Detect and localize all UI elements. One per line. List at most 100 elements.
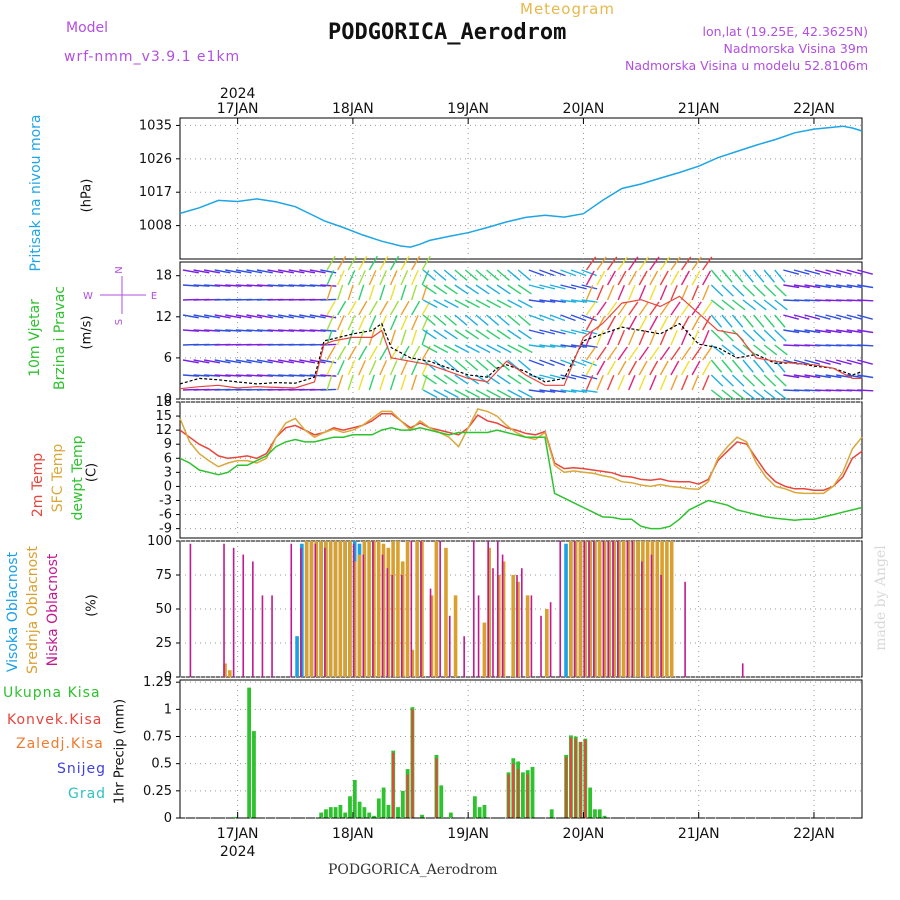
wind-barb xyxy=(204,329,221,332)
wind-barb xyxy=(422,314,436,326)
wind-barb xyxy=(454,389,470,399)
wind-barb xyxy=(659,284,668,301)
wind-barb xyxy=(347,315,356,331)
wind-barb xyxy=(475,284,490,295)
precip-bar xyxy=(521,772,525,818)
wind-barb xyxy=(225,284,242,287)
cloud-bar xyxy=(429,595,434,677)
wind-barb xyxy=(638,346,650,361)
precip-bar xyxy=(602,815,607,818)
cloud-bar xyxy=(348,541,352,677)
precip-bar xyxy=(333,807,338,818)
wind-barb xyxy=(732,299,746,311)
wind-barb xyxy=(225,374,242,377)
precip-bar xyxy=(420,814,424,818)
wind-barb xyxy=(309,329,326,332)
wind-barb xyxy=(246,329,263,332)
wind-barb xyxy=(389,284,397,301)
wind-barb xyxy=(193,314,210,319)
wind-barb xyxy=(465,284,480,295)
wind-barb xyxy=(539,359,555,367)
cloud-bar xyxy=(453,595,458,677)
wind-barb xyxy=(347,360,356,376)
wind-barb xyxy=(753,374,766,387)
cloud-bar xyxy=(617,541,619,677)
wind-barb xyxy=(659,346,671,361)
top-date-label: 21JAN xyxy=(678,101,720,117)
wind-barb xyxy=(379,270,388,286)
wind-barb xyxy=(299,359,316,364)
wind-barb xyxy=(670,360,680,376)
wind-barb xyxy=(670,270,680,286)
wind-barb xyxy=(246,314,263,319)
precip-bar xyxy=(392,752,395,818)
wind-barb xyxy=(347,255,357,271)
wind-barb xyxy=(486,299,501,309)
wind-barb xyxy=(560,374,577,380)
cloud-bar xyxy=(665,541,669,677)
wind-barb xyxy=(742,359,754,373)
wind-barb xyxy=(299,269,316,274)
wind-barb xyxy=(400,360,409,376)
wind-barb xyxy=(691,270,701,286)
ytick-label: 9 xyxy=(164,437,172,452)
wind-barb xyxy=(326,374,333,391)
wind-barb xyxy=(256,269,273,274)
precip-bar xyxy=(579,741,582,818)
wind-barb xyxy=(288,284,305,287)
ytick-label: 18 xyxy=(155,269,172,284)
ytick-label: 1 xyxy=(164,702,172,717)
wind-barb xyxy=(517,344,533,354)
cloud-bar xyxy=(631,541,634,677)
wind-barb xyxy=(433,374,448,385)
wind-barb xyxy=(465,344,480,354)
precip-bar xyxy=(472,796,477,818)
wind-barb xyxy=(454,314,468,326)
wind-barb xyxy=(742,389,757,401)
wind-barb xyxy=(804,359,821,365)
ytick-label: 12 xyxy=(155,423,172,438)
wind-barb xyxy=(422,374,437,385)
cloud-bar xyxy=(501,561,506,677)
ytick-label: 0 xyxy=(164,811,172,826)
wind-barb xyxy=(702,360,712,376)
cloud-bar xyxy=(304,541,309,677)
wind-barb xyxy=(379,374,386,391)
cloud-bar xyxy=(578,541,583,677)
cloud-bar xyxy=(420,541,424,677)
wind-barb xyxy=(638,374,647,391)
wind-barb xyxy=(182,374,200,377)
wind-barb xyxy=(570,389,588,393)
wind-barb xyxy=(581,269,597,277)
wind-barb xyxy=(825,359,842,365)
cloud-bar xyxy=(487,541,489,677)
pressure-ylabel: Pritisak na nivou mora xyxy=(28,114,44,272)
wind-barb xyxy=(182,359,199,364)
ytick-label: 0 xyxy=(164,392,172,407)
wind-barb xyxy=(570,284,587,290)
wind-barb xyxy=(225,269,242,274)
wind-barb xyxy=(389,255,400,271)
wind-barb xyxy=(742,329,756,342)
wind-barb xyxy=(606,284,615,301)
compass-e: E xyxy=(151,291,157,302)
wind-barb xyxy=(763,269,775,283)
wind-barb xyxy=(433,314,447,326)
wind-barb xyxy=(742,314,754,328)
wind-barb xyxy=(379,284,386,301)
top-date-label: 17JAN xyxy=(217,101,259,117)
cloud-bar xyxy=(448,615,451,677)
wind-barb xyxy=(596,301,607,316)
wind-barb xyxy=(475,359,489,371)
wind-barb xyxy=(214,314,231,319)
wind-barb xyxy=(774,269,786,283)
wind-barb xyxy=(732,344,746,356)
wind-barb xyxy=(204,374,221,377)
wind-barb xyxy=(721,344,735,356)
wind-barb xyxy=(256,329,273,332)
precip-bar xyxy=(324,809,328,818)
ytick-label: 25 xyxy=(155,636,172,651)
wind-barb xyxy=(702,301,713,316)
wind-barb xyxy=(691,315,701,331)
wind-barb xyxy=(486,269,500,281)
